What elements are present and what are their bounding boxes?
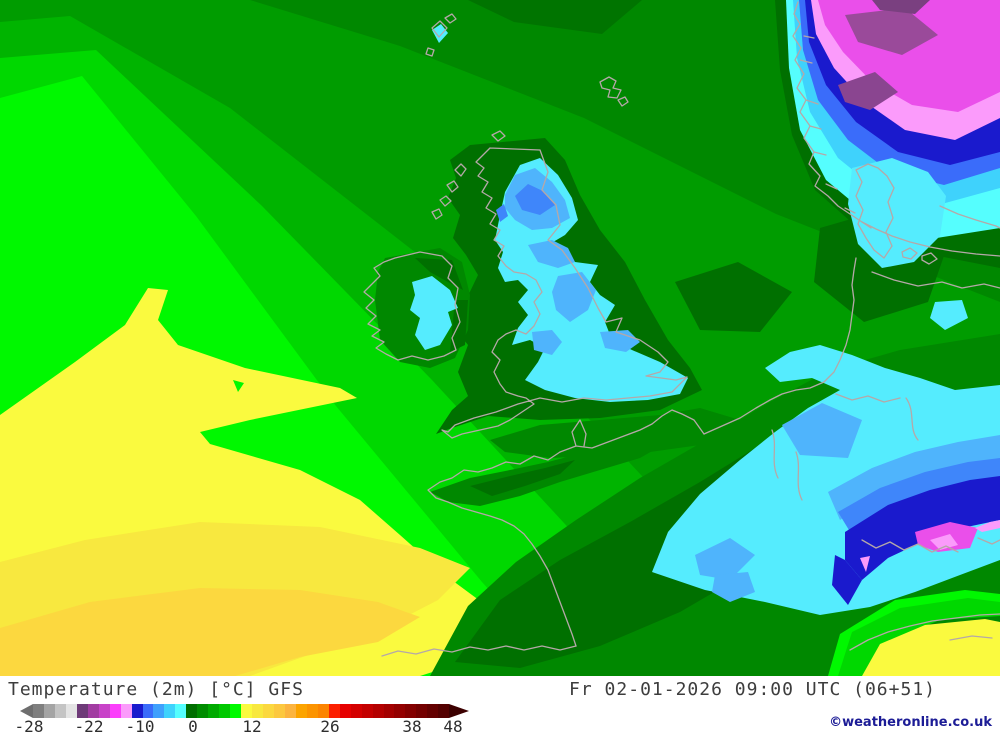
colorbar-cell [109,704,121,718]
colorbar-cell [350,704,362,718]
colorbar-cell [273,704,285,718]
colorbar-tick-label: -22 [74,717,104,733]
colorbar-cell [208,704,220,718]
colorbar-tick-label: 26 [320,717,340,733]
colorbar-ticks: -28 -22 -10 0 12 26 38 48 [0,717,1000,733]
colorbar-cell [339,704,351,718]
colorbar-tick-label: 48 [443,717,463,733]
colorbar-cell [186,704,198,718]
colorbar-cell [230,704,242,718]
colorbar-left-arrow [20,704,33,718]
colorbar-cell [306,704,318,718]
colorbar-cell [405,704,417,718]
colorbar-tick-label: 38 [402,717,422,733]
temperature-field [0,0,1000,676]
colorbar-cell [43,704,55,718]
colorbar-cell [252,704,264,718]
colorbar-tick-label: 12 [242,717,262,733]
colorbar-right-arrow [449,704,469,718]
colorbar-cell [438,704,450,718]
colorbar-cell [328,704,340,718]
map-datetime: Fr 02-01-2026 09:00 UTC (06+51) [569,679,936,700]
colorbar-legend [20,704,469,718]
colorbar-cell [65,704,77,718]
colorbar-cell [197,704,209,718]
colorbar-cell [295,704,307,718]
colorbar-cell [142,704,154,718]
colorbar-cell [153,704,165,718]
colorbar-cell [120,704,132,718]
colorbar-cell [54,704,66,718]
colorbar-cell [317,704,329,718]
colorbar-cell [372,704,384,718]
colorbar-cell [241,704,253,718]
coastlines [363,1,1000,657]
colorbar-cell [284,704,296,718]
copyright-link[interactable]: ©weatheronline.co.uk [829,715,992,730]
colorbar-cell [383,704,395,718]
colorbar-cell [427,704,439,718]
colorbar-cell [263,704,274,718]
map-title: Temperature (2m) [°C] GFS [8,679,304,700]
colorbar-cell [164,704,176,718]
colorbar-cells [33,704,450,718]
weather-map [0,0,1000,676]
temperature-map-canvas [0,0,1000,676]
colorbar-cell [219,704,231,718]
colorbar-cell [416,704,428,718]
colorbar-cell [131,704,143,718]
colorbar-cell [175,704,187,718]
colorbar-cell [98,704,110,718]
colorbar-cell [76,704,88,718]
colorbar-cell [361,704,373,718]
colorbar-cell [33,704,44,718]
colorbar-cell [394,704,406,718]
colorbar-tick-label: 0 [188,717,198,733]
footer: Temperature (2m) [°C] GFS Fr 02-01-2026 … [0,676,1000,733]
colorbar-tick-label: -10 [125,717,155,733]
colorbar-tick-label: -28 [14,717,44,733]
colorbar-cell [87,704,99,718]
